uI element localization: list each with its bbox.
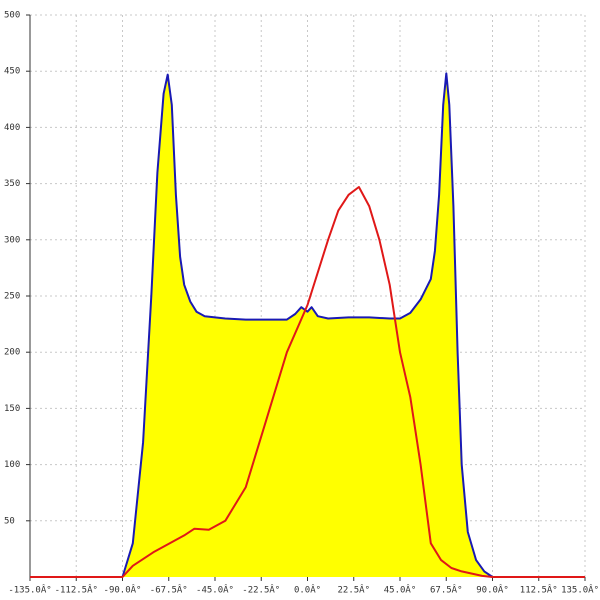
y-tick-label: 100 xyxy=(4,460,20,470)
y-tick-label: 300 xyxy=(4,235,20,245)
y-tick-label: 250 xyxy=(4,292,20,302)
line xyxy=(30,186,585,578)
y-tick-label: 400 xyxy=(4,123,20,133)
line xyxy=(121,72,494,578)
x-tick-label: 67.5Â° xyxy=(430,584,463,596)
area xyxy=(122,73,493,578)
x-tick-label: -112.5Â° xyxy=(55,584,98,596)
x-tick-label: 22.5Â° xyxy=(337,584,370,596)
x-tick-label: 90.0Â° xyxy=(476,584,509,596)
x-tick-label: 135.0Â° xyxy=(561,584,599,596)
y-tick-label: 150 xyxy=(4,404,20,414)
x-tick-label: -67.5Â° xyxy=(150,584,188,596)
y-tick-label: 200 xyxy=(4,348,20,358)
x-tick-label: 112.5Â° xyxy=(520,584,558,596)
x-tick-label: -135.0Â° xyxy=(8,584,51,596)
x-tick-label: -22.5Â° xyxy=(242,584,280,596)
y-tick-label: 500 xyxy=(4,11,20,21)
x-tick-label: 45.0Â° xyxy=(384,584,417,596)
y-tick-label: 350 xyxy=(4,179,20,189)
x-tick-label: -90.0Â° xyxy=(104,584,142,596)
x-tick-label: -45.0Â° xyxy=(196,584,234,596)
y-tick-label: 50 xyxy=(4,516,15,526)
y-tick-label: 450 xyxy=(4,67,20,77)
x-tick-label: 0.0Â° xyxy=(294,584,321,596)
